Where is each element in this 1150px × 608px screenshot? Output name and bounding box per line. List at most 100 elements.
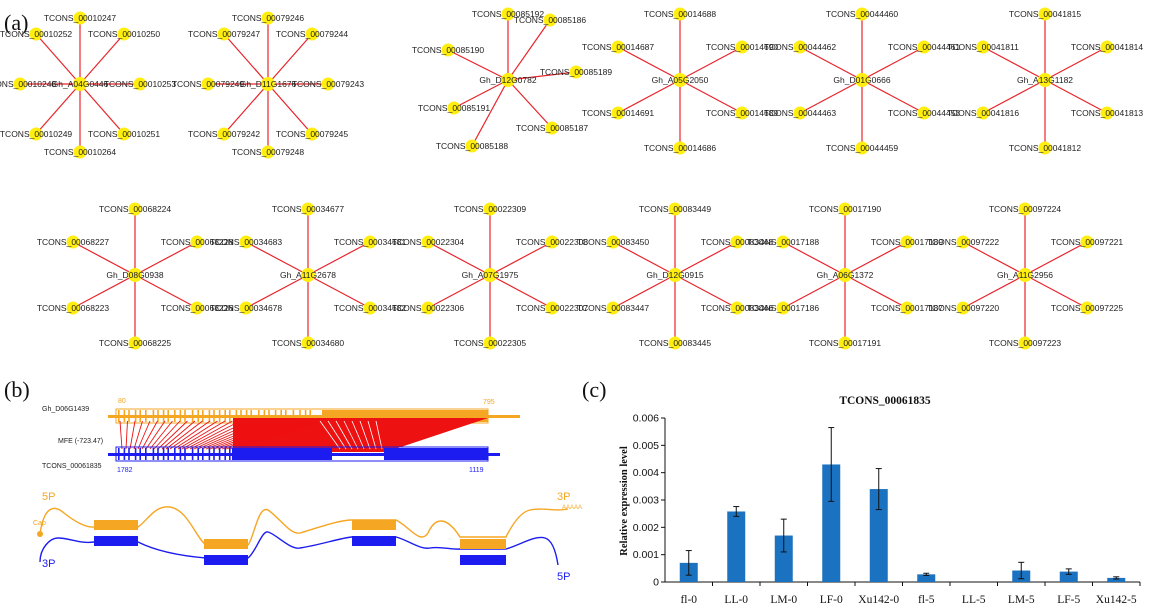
node-label: TCONS_00079242 (188, 129, 261, 139)
node-label: TCONS_00034683 (210, 237, 283, 247)
node-label: TCONS_00044461 (888, 42, 961, 52)
y-tick-label: 0.004 (633, 467, 659, 479)
network-node (66, 235, 80, 249)
node-label: TCONS_00083445 (639, 338, 712, 348)
network-node (569, 65, 583, 79)
exon-orange-2 (204, 539, 248, 549)
node-label: TCONS_00010252 (0, 29, 72, 39)
network-edge (1024, 274, 1088, 309)
network-node (543, 13, 557, 27)
node-label: TCONS_00010250 (88, 29, 161, 39)
network-node (606, 301, 620, 315)
network-node (1100, 40, 1114, 54)
network-node (66, 301, 80, 315)
hub-node (261, 77, 275, 91)
gene-tick (299, 410, 301, 422)
network-node (73, 11, 87, 25)
binding-gap-line (359, 420, 371, 450)
binding-line (173, 420, 218, 450)
gene-tick (274, 410, 277, 422)
network-node (261, 11, 275, 25)
gene-tick (191, 410, 194, 422)
network-node (421, 301, 435, 315)
binding-line (141, 420, 158, 450)
binding-line (137, 420, 151, 450)
node-label: TCONS_00034681 (334, 237, 407, 247)
transcript-tick (128, 448, 130, 460)
node-label: TCONS_00044462 (764, 42, 837, 52)
network: TCONS_00034677 TCONS_00034683 TCONS_000346… (210, 202, 407, 350)
network-node (301, 202, 315, 216)
node-label: TCONS_00010248 (0, 79, 56, 89)
network-node (917, 106, 931, 120)
transcript-tick (229, 448, 231, 460)
gene-tick (179, 410, 182, 422)
network-node (730, 301, 744, 315)
binding-line (157, 420, 188, 450)
node-label: TCONS_00017189 (871, 237, 944, 247)
node-label: TCONS_00085188 (436, 141, 509, 151)
network-node (301, 336, 315, 350)
network-edge (489, 274, 553, 309)
x-tick-label: LL-5 (962, 594, 986, 606)
node-label: TCONS_00010264 (44, 147, 117, 157)
hub-label: Gh_A05G2050 (652, 75, 709, 85)
node-label: TCONS_00014688 (644, 9, 717, 19)
network-edge (844, 241, 908, 276)
network: TCONS_00014688 TCONS_00014687 TCONS_000146… (582, 7, 779, 155)
network-edge (1044, 46, 1108, 81)
network-edge (489, 241, 553, 276)
node-label: TCONS_00079243 (292, 79, 365, 89)
panel-b-interaction-diagram: (b) Gh_D06G1439 80 795 MFE (-723.47) TCO… (4, 377, 582, 583)
node-label: TCONS_00014690 (706, 42, 779, 52)
network-node (1080, 235, 1094, 249)
hub-node (301, 268, 315, 282)
network-node (735, 106, 749, 120)
network-node (29, 127, 43, 141)
node-label: TCONS_00097224 (989, 204, 1062, 214)
binding-gap-line (375, 420, 383, 450)
network-node (128, 336, 142, 350)
bar (822, 464, 841, 582)
binding-line (185, 420, 241, 450)
network-node (217, 127, 231, 141)
node-label: TCONS_00097221 (1051, 237, 1124, 247)
node-label: TCONS_00079244 (276, 29, 349, 39)
transcript-tick (208, 448, 211, 460)
network-node (133, 77, 147, 91)
network-node (239, 301, 253, 315)
network-node (13, 77, 27, 91)
x-tick-label: LL-0 (724, 594, 748, 606)
network-node (900, 301, 914, 315)
network-edge (799, 46, 863, 81)
transcript-end-label: 1119 (469, 467, 484, 474)
binding-line (229, 420, 323, 450)
network: TCONS_00083449 TCONS_00083450 TCONS_000834… (577, 202, 773, 350)
node-label: TCONS_00079248 (232, 147, 305, 157)
exon-orange-1 (94, 520, 138, 530)
node-label: TCONS_00034677 (272, 204, 345, 214)
binding-gap-line (319, 420, 341, 450)
network-node (465, 139, 479, 153)
node-label: TCONS_00068224 (99, 204, 172, 214)
bar (727, 511, 746, 582)
binding-line (197, 420, 263, 450)
transcript-tick (152, 448, 155, 460)
transcript-dense-region (232, 448, 332, 460)
network-node (545, 235, 559, 249)
network-edge (447, 49, 509, 81)
gene-tick (145, 410, 147, 422)
network-node (545, 121, 559, 135)
network-node (735, 40, 749, 54)
transcript-alignment-bars (115, 446, 489, 462)
gene-tick (123, 410, 126, 422)
network-node (611, 40, 625, 54)
network-edge (507, 71, 577, 81)
node-label: TCONS_00034682 (334, 303, 407, 313)
node-label: TCONS_00044460 (826, 9, 899, 19)
network-edge (427, 274, 491, 309)
chart-plot-area: 0 0.001 0.002 0.003 0.004 0.005 0.006 fl-0 LL-0 L… (633, 413, 1141, 606)
node-label: TCONS_00044458 (888, 108, 961, 118)
binding-gap-line (343, 420, 359, 450)
node-label: TCONS_00014687 (582, 42, 655, 52)
